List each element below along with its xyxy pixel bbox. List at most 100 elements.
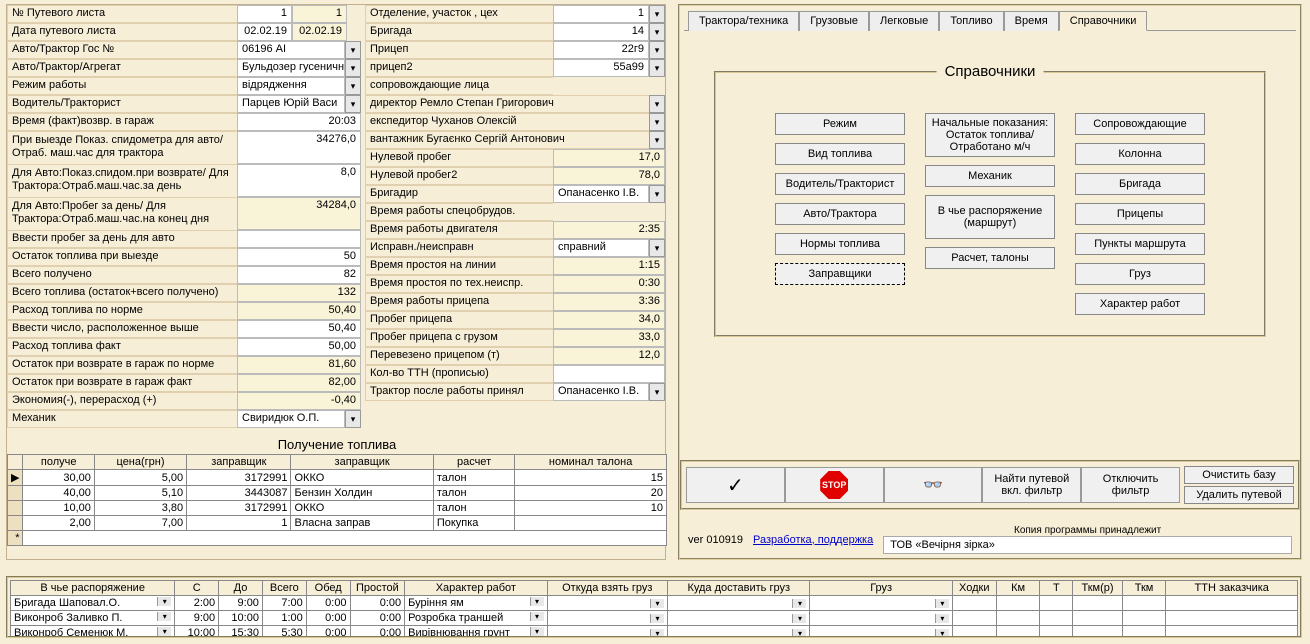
cell[interactable]: 2:00 — [175, 596, 219, 611]
field-value[interactable]: 0:30 — [553, 275, 665, 293]
ref-button[interactable]: Механик — [925, 165, 1055, 187]
chevron-down-icon[interactable]: ▾ — [157, 612, 171, 621]
cell[interactable] — [1122, 611, 1166, 626]
cell[interactable]: 10:00 — [219, 611, 263, 626]
chevron-down-icon[interactable]: ▾ — [345, 41, 361, 59]
row-marker[interactable]: ▶ — [8, 470, 23, 486]
tab-1[interactable]: Грузовые — [799, 11, 869, 31]
chevron-down-icon[interactable]: ▾ — [649, 239, 665, 257]
ref-button[interactable]: Груз — [1075, 263, 1205, 285]
cell[interactable] — [996, 626, 1040, 639]
chevron-down-icon[interactable]: ▾ — [649, 23, 665, 41]
cell[interactable]: Розробка траншей▾ — [405, 611, 547, 626]
cell[interactable] — [1040, 596, 1073, 611]
chevron-down-icon[interactable]: ▾ — [345, 77, 361, 95]
field-value[interactable]: справний — [553, 239, 649, 257]
field-value[interactable]: Парцев Юрій Васи — [237, 95, 345, 113]
cell[interactable] — [1166, 596, 1298, 611]
tab-4[interactable]: Время — [1004, 11, 1059, 31]
field-value[interactable]: 20:03 — [237, 113, 361, 131]
chevron-down-icon[interactable]: ▾ — [649, 59, 665, 77]
cell[interactable]: 9:00 — [175, 611, 219, 626]
chevron-down-icon[interactable]: ▾ — [649, 5, 665, 23]
confirm-button[interactable]: ✓ — [686, 467, 785, 503]
field-value[interactable]: 50,00 — [237, 338, 361, 356]
cell[interactable]: ▾ — [668, 596, 810, 611]
chevron-down-icon[interactable]: ▾ — [650, 629, 664, 638]
ref-button[interactable]: Колонна — [1075, 143, 1205, 165]
cell[interactable]: 15 — [515, 470, 667, 486]
ref-button[interactable]: Расчет, талоны — [925, 247, 1055, 269]
cell[interactable]: 0:00 — [306, 626, 350, 639]
chevron-down-icon[interactable]: ▾ — [649, 185, 665, 203]
cell[interactable]: 20 — [515, 486, 667, 501]
field-value[interactable]: 82 — [237, 266, 361, 284]
cell[interactable]: Власна заправ — [291, 516, 433, 531]
cell[interactable] — [952, 596, 996, 611]
field-value[interactable]: вантажник Бугаєнко Сергій Антонович — [365, 131, 649, 149]
cell[interactable]: 5:30 — [262, 626, 306, 639]
field-value[interactable]: відрядження — [237, 77, 345, 95]
cell[interactable] — [1122, 596, 1166, 611]
field-value[interactable]: 8,0 — [237, 164, 361, 197]
cell[interactable]: 0:00 — [350, 626, 405, 639]
field-value[interactable]: 34276,0 — [237, 131, 361, 164]
tab-3[interactable]: Топливо — [939, 11, 1003, 31]
field-value[interactable]: Опанасенко І.В. — [553, 383, 649, 401]
ref-button[interactable]: Авто/Трактора — [775, 203, 905, 225]
chevron-down-icon[interactable]: ▾ — [792, 599, 806, 608]
cell[interactable]: 0:00 — [350, 596, 405, 611]
ref-button[interactable]: Нормы топлива — [775, 233, 905, 255]
cell[interactable]: 10:00 — [175, 626, 219, 639]
cell[interactable] — [515, 516, 667, 531]
field-value[interactable]: Свиридюк О.П. — [237, 410, 345, 428]
cell[interactable]: ▾ — [547, 611, 668, 626]
tab-0[interactable]: Трактора/техника — [688, 11, 799, 31]
field-value[interactable] — [553, 365, 665, 383]
chevron-down-icon[interactable]: ▾ — [157, 627, 171, 636]
field-value[interactable]: 1 — [553, 5, 649, 23]
cell[interactable]: 2,00 — [23, 516, 94, 531]
tab-5[interactable]: Справочники — [1059, 11, 1148, 31]
field-value[interactable]: 34,0 — [553, 311, 665, 329]
ref-button[interactable]: Режим — [775, 113, 905, 135]
cell[interactable]: Бензин Холдин — [291, 486, 433, 501]
cell[interactable] — [1073, 596, 1122, 611]
field-value[interactable]: 02.02.19 — [237, 23, 292, 41]
chevron-down-icon[interactable]: ▾ — [935, 614, 949, 623]
cell[interactable]: 5,00 — [94, 470, 186, 486]
cell[interactable]: талон — [433, 486, 514, 501]
field-value[interactable]: 1:15 — [553, 257, 665, 275]
field-value[interactable]: 33,0 — [553, 329, 665, 347]
row-marker[interactable] — [8, 516, 23, 531]
field-value[interactable]: 78,0 — [553, 167, 665, 185]
chevron-down-icon[interactable]: ▾ — [792, 614, 806, 623]
cell[interactable]: 3172991 — [187, 501, 291, 516]
cell[interactable]: ▾ — [668, 626, 810, 639]
chevron-down-icon[interactable]: ▾ — [792, 629, 806, 638]
cell[interactable]: 1:00 — [262, 611, 306, 626]
cell[interactable]: ▾ — [547, 626, 668, 639]
cell[interactable]: 3443087 — [187, 486, 291, 501]
find-sheet-button[interactable]: Найти путевой вкл. фильтр — [982, 467, 1081, 503]
cell[interactable]: ▾ — [810, 611, 952, 626]
field-value[interactable] — [237, 230, 361, 248]
cell[interactable]: ▾ — [810, 626, 952, 639]
field-value[interactable]: 50 — [237, 248, 361, 266]
cell[interactable]: 10 — [515, 501, 667, 516]
ref-button[interactable]: Начальные показания: Остаток топлива/ От… — [925, 113, 1055, 157]
field-value[interactable]: 1 — [237, 5, 292, 23]
chevron-down-icon[interactable]: ▾ — [157, 597, 171, 606]
chevron-down-icon[interactable]: ▾ — [649, 131, 665, 149]
chevron-down-icon[interactable]: ▾ — [650, 599, 664, 608]
chevron-down-icon[interactable]: ▾ — [649, 383, 665, 401]
chevron-down-icon[interactable]: ▾ — [530, 612, 544, 621]
cell[interactable]: талон — [433, 470, 514, 486]
cell[interactable]: Покупка — [433, 516, 514, 531]
row-marker[interactable] — [8, 501, 23, 516]
field-value[interactable]: 50,40 — [237, 320, 361, 338]
stop-button[interactable]: STOP — [785, 467, 884, 503]
cell[interactable]: 0:00 — [350, 611, 405, 626]
cell[interactable] — [1073, 611, 1122, 626]
cell[interactable]: ▾ — [668, 611, 810, 626]
